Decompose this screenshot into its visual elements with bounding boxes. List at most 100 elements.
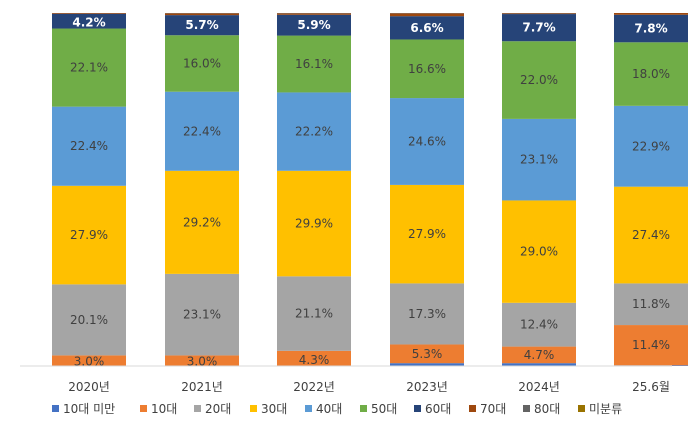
bar-segment-5-7: [614, 13, 688, 15]
data-label-3-6: 6.6%: [410, 21, 443, 35]
data-label-0-6: 4.2%: [72, 16, 105, 30]
data-label-5-5: 18.0%: [632, 67, 670, 81]
bar-segment-2-7: [277, 13, 351, 15]
bar-segment-3-2: [390, 283, 464, 345]
legend-swatch-1: [140, 405, 147, 412]
bar-segment-4-7: [502, 13, 576, 15]
category-labels: 2020년 2021년 2022년 2023년 2024년 25.6월: [68, 380, 670, 394]
data-label-2-4: 22.2%: [295, 125, 333, 139]
data-label-2-3: 29.9%: [295, 217, 333, 231]
legend-label-1: 10대: [151, 402, 177, 416]
bar-segment-4-2: [502, 302, 576, 347]
legend-item-2: 20대: [194, 402, 231, 416]
bar-segment-0-2: [52, 284, 126, 356]
legend-label-5: 50대: [371, 402, 397, 416]
data-label-5-6: 7.8%: [634, 22, 667, 36]
data-label-4-1: 4.7%: [524, 348, 555, 362]
legend-label-9: 미분류: [589, 402, 622, 416]
bar-segment-5-4: [614, 105, 688, 187]
legend-swatch-6: [414, 405, 421, 412]
legend-swatch-8: [523, 405, 530, 412]
legend: 10대 미만 10대 20대 30대 40대 50대 60대 70대 80대 미분류: [52, 402, 622, 416]
legend-item-8: 80대: [523, 402, 560, 416]
legend-swatch-2: [194, 405, 201, 412]
bar-segment-1-5: [165, 35, 239, 92]
legend-swatch-3: [250, 405, 257, 412]
data-label-2-6: 5.9%: [297, 18, 330, 32]
data-label-4-2: 12.4%: [520, 318, 558, 332]
data-label-1-2: 23.1%: [183, 308, 221, 322]
category-label-2: 2022년: [293, 380, 335, 394]
legend-item-6: 60대: [414, 402, 451, 416]
legend-item-3: 30대: [250, 402, 287, 416]
legend-swatch-5: [360, 405, 367, 412]
bar-segment-3-7: [390, 13, 464, 17]
bar-segment-1-1: [165, 355, 239, 366]
bar-segment-5-3: [614, 186, 688, 284]
bar-segment-5-1: [614, 325, 688, 366]
data-label-0-4: 22.4%: [70, 139, 108, 153]
legend-swatch-0: [52, 405, 59, 412]
bar-segment-1-7: [165, 13, 239, 16]
bar-segment-3-5: [390, 39, 464, 99]
data-label-0-3: 27.9%: [70, 228, 108, 242]
legend-label-0: 10대 미만: [63, 402, 115, 416]
legend-label-8: 80대: [534, 402, 560, 416]
data-label-4-4: 23.1%: [520, 153, 558, 167]
data-label-5-1: 11.4%: [632, 338, 670, 352]
data-label-0-1: 3.0%: [74, 354, 105, 368]
legend-swatch-7: [469, 405, 476, 412]
bar-segment-5-2: [614, 283, 688, 326]
bar-segment-0-4: [52, 106, 126, 186]
data-label-5-4: 22.9%: [632, 139, 670, 153]
bar-segment-4-4: [502, 118, 576, 201]
legend-item-7: 70대: [469, 402, 506, 416]
data-label-0-5: 22.1%: [70, 61, 108, 75]
bar-segment-3-1: [390, 344, 464, 364]
legend-item-5: 50대: [360, 402, 397, 416]
bar-segment-0-3: [52, 185, 126, 285]
bar-segment-0-7: [52, 13, 126, 14]
bar-segment-1-2: [165, 273, 239, 356]
data-label-4-5: 22.0%: [520, 73, 558, 87]
data-label-2-2: 21.1%: [295, 307, 333, 321]
data-label-3-5: 16.6%: [408, 62, 446, 76]
bar-segment-3-0: [390, 363, 464, 366]
bar-segment-4-0: [502, 363, 576, 366]
bar-segment-3-3: [390, 184, 464, 284]
data-label-4-6: 7.7%: [522, 21, 555, 35]
data-label-1-3: 29.2%: [183, 215, 221, 229]
bar-segment-1-6: [165, 15, 239, 36]
data-label-5-3: 27.4%: [632, 228, 670, 242]
bar-segment-4-1: [502, 346, 576, 364]
legend-label-6: 60대: [425, 402, 451, 416]
legend-label-2: 20대: [205, 402, 231, 416]
legend-label-3: 30대: [261, 402, 287, 416]
data-label-0-2: 20.1%: [70, 313, 108, 327]
legend-item-0: 10대 미만: [52, 402, 115, 416]
bar-segment-2-1: [277, 350, 351, 366]
category-label-3: 2023년: [406, 380, 448, 394]
bar-segment-4-6: [502, 14, 576, 42]
bar-segment-2-3: [277, 170, 351, 277]
bar-segment-0-5: [52, 28, 126, 107]
bar-segment-3-4: [390, 98, 464, 185]
data-label-2-5: 16.1%: [295, 57, 333, 71]
data-label-5-2: 11.8%: [632, 297, 670, 311]
category-label-0: 2020년: [68, 380, 110, 394]
bars-layer: 3.0% 20.1% 27.9% 22.4% 22.1% 4.2% 3.0% 23.1% 29.…: [52, 13, 688, 368]
bar-segment-4-3: [502, 200, 576, 303]
bar-segment-1-4: [165, 91, 239, 171]
data-label-3-1: 5.3%: [412, 347, 443, 361]
data-label-3-2: 17.3%: [408, 307, 446, 321]
legend-item-4: 40대: [305, 402, 342, 416]
data-label-1-1: 3.0%: [187, 354, 218, 368]
bar-segment-2-6: [277, 14, 351, 36]
legend-label-7: 70대: [480, 402, 506, 416]
legend-label-4: 40대: [316, 402, 342, 416]
data-label-3-4: 24.6%: [408, 134, 446, 148]
data-label-4-3: 29.0%: [520, 245, 558, 259]
data-label-1-4: 22.4%: [183, 124, 221, 138]
bar-segment-2-2: [277, 276, 351, 351]
